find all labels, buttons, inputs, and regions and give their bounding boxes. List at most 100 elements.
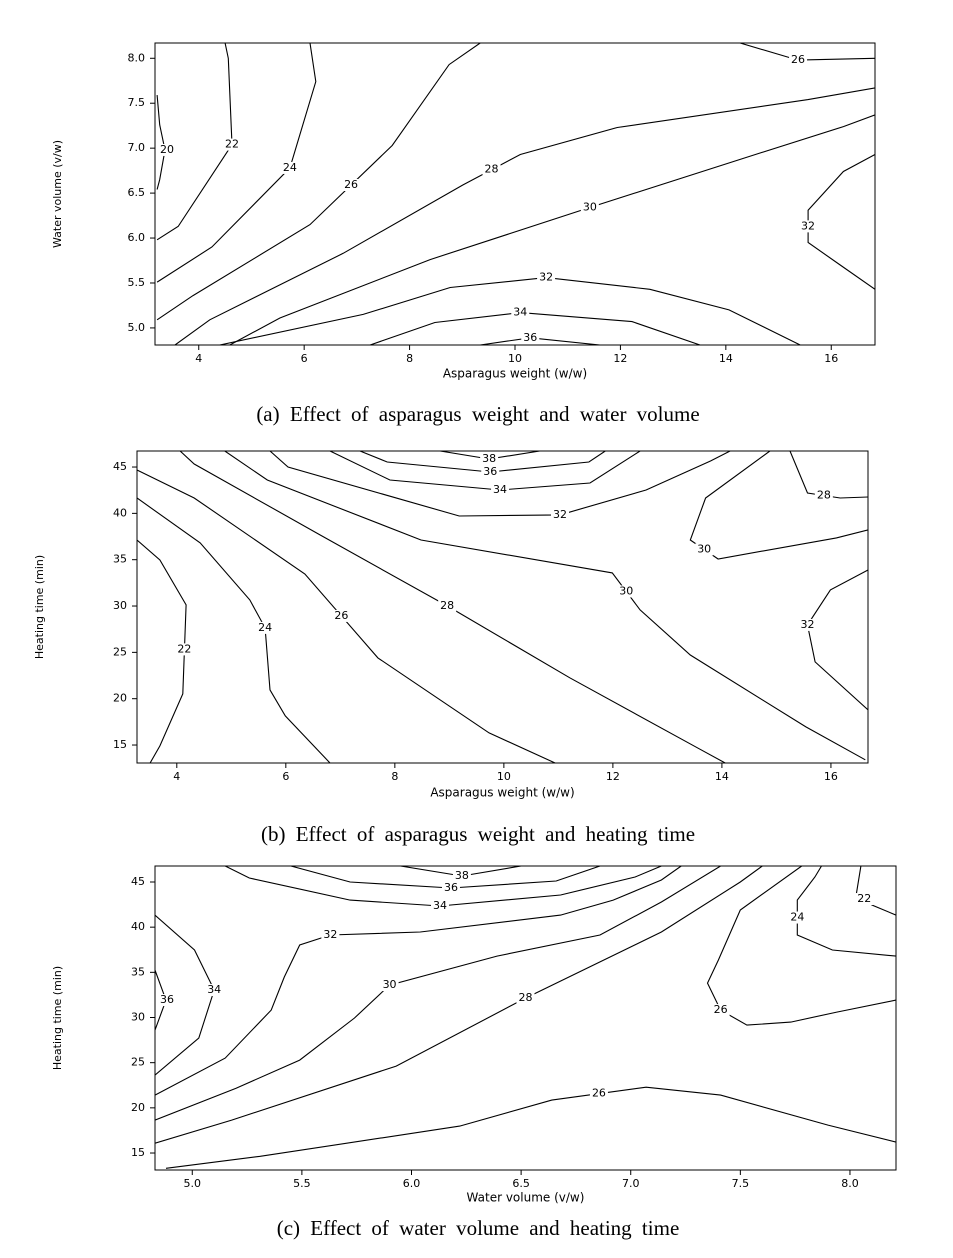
contour-label-bg [482,163,501,176]
contour-line [156,43,481,321]
contour-label-bg [491,484,510,497]
contour-label: 26 [592,1087,606,1100]
y-tick-label: 8.0 [128,51,146,64]
contour-label: 28 [817,488,831,501]
contour-line [229,114,875,345]
chart-caption: (c) Effect of water volume and heating t… [277,1216,680,1240]
contour-label: 38 [455,869,469,882]
contour-label: 30 [383,978,397,991]
x-tick-label: 7.5 [732,1177,750,1190]
y-tick-label: 35 [131,965,145,978]
contour-line [796,866,896,957]
chart-caption: (a) Effect of asparagus weight and water… [256,402,699,426]
contour-label: 26 [714,1003,728,1016]
y-tick-label: 15 [131,1146,145,1159]
contour-label-bg [481,466,500,479]
x-axis-label: Water volume (v/w) [467,1191,585,1205]
contour-label-bg [516,992,535,1005]
contour-label: 36 [160,993,174,1006]
plot-frame [154,865,897,1171]
y-tick-label: 20 [131,1101,145,1114]
contour-label-bg [256,621,275,634]
contour-label-bg [537,271,556,284]
x-tick-label: 8 [391,770,398,783]
contour-label: 36 [483,465,497,478]
contour-line [807,154,875,290]
y-tick-label: 25 [131,1056,145,1069]
contour-label-bg [158,994,176,1007]
x-tick-label: 6 [282,770,289,783]
contour-label: 30 [583,200,597,213]
contour-label-bg [855,893,874,906]
x-tick-label: 12 [613,352,627,365]
y-axis-label: Heating time (min) [51,966,64,1070]
contour-label: 28 [440,599,454,612]
contour-label: 32 [539,271,553,284]
contour-label: 28 [485,163,499,176]
contour-label-bg [480,452,499,465]
contour-label: 26 [344,178,358,191]
contour-label: 24 [283,161,297,174]
y-axis-label: Water volume (v/w) [51,140,64,248]
contour-label: 32 [801,219,815,232]
contour-label: 34 [493,483,507,496]
chart-caption: (b) Effect of asparagus weight and heati… [261,822,695,846]
contour-line [219,277,801,345]
contour-label: 28 [519,991,533,1004]
contour-label-bg [452,870,471,883]
contour-line [806,569,868,711]
contour-label: 32 [323,928,337,941]
contour-label: 32 [800,618,814,631]
y-tick-label: 40 [113,506,127,519]
contour-label-bg [711,1004,730,1017]
contour-label-bg [321,929,340,942]
contour-label-bg [342,179,361,192]
y-axis-label: Heating time (min) [33,555,46,659]
contour-line [137,497,331,763]
contour-label: 26 [791,53,805,66]
y-tick-label: 45 [113,460,127,473]
x-tick-label: 6 [301,352,308,365]
contour-label: 34 [207,983,221,996]
contour-label: 20 [160,143,174,156]
contour-label-bg [380,979,399,992]
contour-label: 34 [513,306,527,319]
y-tick-label: 7.0 [128,141,146,154]
plot-frame [154,42,876,346]
y-tick-label: 6.5 [128,186,146,199]
contour-label-bg [511,306,530,319]
x-tick-label: 4 [195,352,202,365]
x-tick-label: 6.5 [512,1177,530,1190]
y-tick-label: 30 [113,599,127,612]
contour-label-bg [175,643,194,656]
y-tick-label: 45 [131,875,145,888]
y-tick-label: 15 [113,738,127,751]
y-tick-label: 6.0 [128,231,146,244]
contour-label-bg [280,161,299,174]
contour-label: 30 [697,542,711,555]
contour-line [224,451,866,761]
contour-label-bg [332,609,351,622]
contour-line [165,1086,896,1169]
x-tick-label: 16 [824,352,838,365]
contour-label-bg [814,489,833,502]
y-tick-label: 5.0 [128,321,146,334]
x-axis-label: Asparagus weight (w/w) [430,786,574,800]
contour-line [706,866,896,1026]
x-tick-label: 5.5 [293,1177,311,1190]
contour-label: 36 [444,881,458,894]
contour-label-bg [431,900,449,913]
y-tick-label: 35 [113,553,127,566]
contour-label-bg [799,220,818,233]
x-tick-label: 10 [497,770,511,783]
x-tick-label: 5.0 [184,1177,202,1190]
x-tick-label: 14 [719,352,733,365]
contour-label-bg [521,331,540,344]
x-tick-label: 7.0 [622,1177,640,1190]
contour-label: 30 [619,584,633,597]
plot-frame [136,450,869,764]
y-tick-label: 5.5 [128,276,146,289]
x-tick-label: 16 [824,770,838,783]
contour-label-bg [798,618,817,631]
